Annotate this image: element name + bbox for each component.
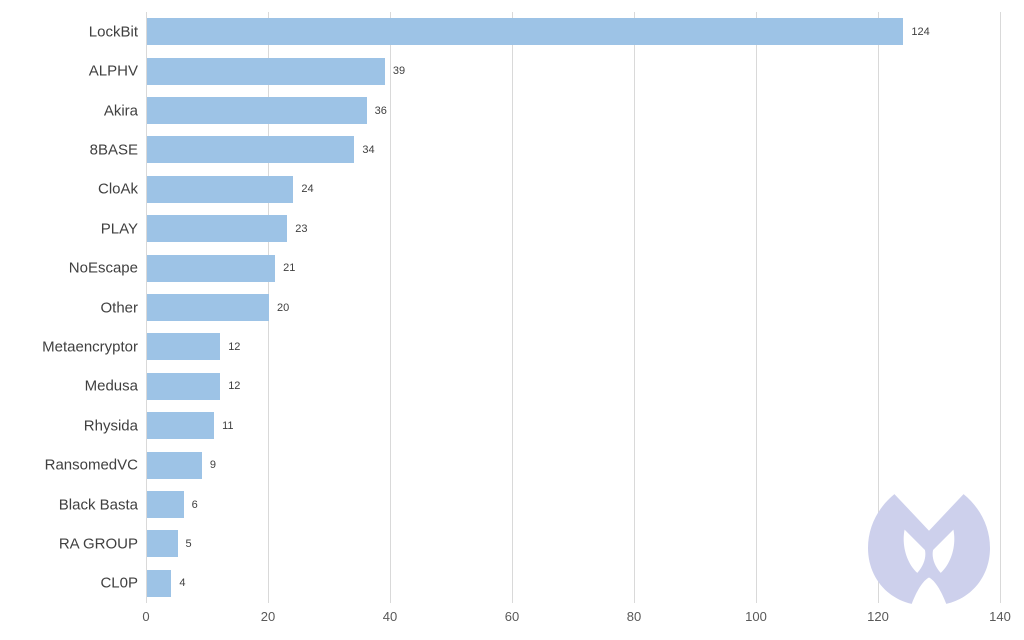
bar bbox=[147, 333, 221, 361]
x-tick-label: 60 bbox=[504, 609, 520, 624]
gridline bbox=[634, 12, 635, 603]
category-label: Black Basta bbox=[58, 496, 138, 513]
value-label: 34 bbox=[362, 143, 375, 156]
gridline bbox=[756, 12, 757, 603]
gridline bbox=[146, 12, 147, 603]
x-tick-label: 20 bbox=[260, 609, 276, 624]
value-label: 21 bbox=[283, 262, 296, 275]
bar bbox=[147, 215, 288, 243]
bar bbox=[147, 254, 276, 282]
value-label: 124 bbox=[911, 25, 930, 38]
bar bbox=[147, 136, 355, 164]
bar bbox=[147, 372, 221, 400]
value-label: 6 bbox=[191, 498, 198, 511]
x-tick-label: 0 bbox=[142, 609, 150, 624]
bar bbox=[147, 530, 178, 558]
x-tick-label: 120 bbox=[867, 609, 889, 624]
category-label: 8BASE bbox=[89, 141, 138, 159]
malwarebytes-logo-icon bbox=[868, 494, 990, 604]
category-label: RansomedVC bbox=[44, 456, 138, 474]
bar bbox=[147, 57, 385, 85]
bar bbox=[147, 294, 269, 321]
bar bbox=[147, 491, 184, 518]
value-label: 4 bbox=[179, 577, 186, 590]
bar bbox=[147, 569, 172, 597]
value-label: 23 bbox=[295, 222, 308, 235]
value-label: 12 bbox=[228, 340, 241, 353]
value-label: 5 bbox=[185, 537, 192, 550]
x-tick-label: 140 bbox=[989, 609, 1011, 624]
category-label: CL0P bbox=[100, 574, 138, 592]
x-tick-label: 80 bbox=[626, 609, 642, 624]
category-label: PLAY bbox=[100, 220, 138, 238]
gridline bbox=[878, 12, 879, 603]
value-label: 39 bbox=[392, 65, 406, 78]
category-label: Rhysida bbox=[83, 417, 138, 435]
bar bbox=[147, 412, 215, 440]
category-label: LockBit bbox=[88, 23, 138, 41]
category-label: NoEscape bbox=[68, 259, 138, 277]
category-label: Akira bbox=[103, 102, 138, 119]
bar bbox=[147, 97, 367, 124]
value-label: 9 bbox=[209, 459, 217, 472]
value-label: 24 bbox=[301, 183, 314, 196]
x-tick-label: 100 bbox=[745, 609, 767, 624]
category-label: ALPHV bbox=[88, 62, 138, 80]
category-label: Metaencryptor bbox=[42, 338, 138, 356]
value-label: 12 bbox=[228, 380, 241, 393]
category-label: Other bbox=[100, 299, 138, 316]
bar bbox=[147, 451, 202, 479]
x-tick-label: 40 bbox=[382, 609, 398, 624]
value-label: 11 bbox=[222, 419, 234, 432]
gridline bbox=[512, 12, 513, 603]
bar bbox=[147, 175, 294, 203]
gridline bbox=[1000, 12, 1001, 603]
gridline bbox=[390, 12, 391, 603]
value-label: 36 bbox=[374, 104, 387, 117]
category-label: RA GROUP bbox=[58, 535, 138, 553]
category-label: CloAk bbox=[97, 180, 138, 198]
value-label: 20 bbox=[277, 301, 290, 314]
category-label: Medusa bbox=[84, 377, 138, 395]
bar bbox=[147, 18, 904, 46]
